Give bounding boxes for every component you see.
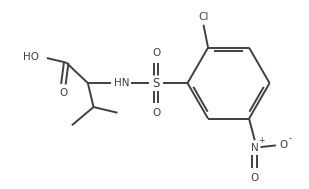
Text: O: O — [279, 140, 287, 150]
Text: O: O — [59, 88, 67, 98]
Text: HO: HO — [23, 52, 40, 62]
Text: O: O — [251, 173, 259, 183]
Text: S: S — [153, 77, 160, 90]
Text: HN: HN — [114, 78, 130, 88]
Text: +: + — [258, 136, 264, 145]
Text: -: - — [289, 134, 292, 143]
Text: O: O — [152, 108, 160, 118]
Text: O: O — [152, 48, 160, 58]
Text: N: N — [251, 143, 259, 153]
Text: Cl: Cl — [198, 12, 209, 22]
